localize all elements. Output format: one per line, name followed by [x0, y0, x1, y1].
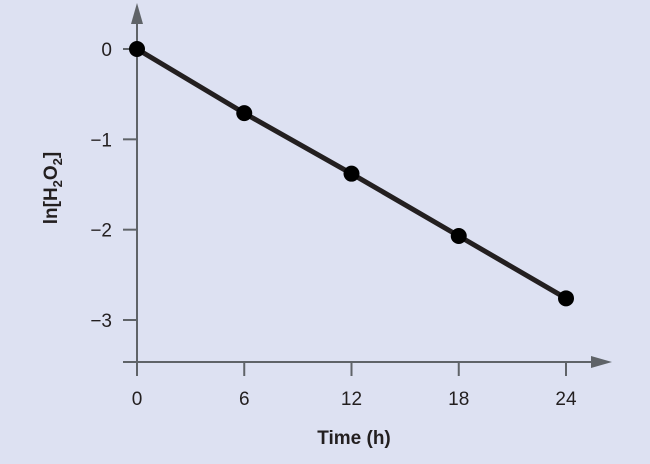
x-tick-label: 24	[555, 389, 577, 410]
data-point	[558, 290, 574, 307]
data-series	[129, 41, 574, 307]
data-point	[343, 165, 360, 182]
y-tick-label: −3	[90, 311, 112, 332]
data-point	[129, 41, 145, 57]
y-axis-title: ln[H2O2]	[41, 152, 65, 225]
x-tick-label: 6	[239, 389, 250, 410]
x-tick-label: 0	[132, 389, 143, 410]
x-tick-label: 18	[448, 389, 469, 410]
data-point	[450, 227, 467, 244]
x-axis-arrow-icon	[591, 356, 612, 368]
x-tick-label: 12	[341, 389, 362, 410]
y-tick-label: 0	[101, 40, 112, 61]
x-axis-title: Time (h)	[317, 428, 391, 449]
y-ticks: 0 −1 −2 −3	[90, 40, 137, 332]
data-point	[236, 105, 253, 122]
x-ticks: 0 6 12 18 24	[132, 362, 577, 410]
y-tick-label: −1	[90, 130, 112, 151]
y-tick-label: −2	[90, 221, 112, 242]
y-axis-arrow-icon	[131, 3, 143, 24]
